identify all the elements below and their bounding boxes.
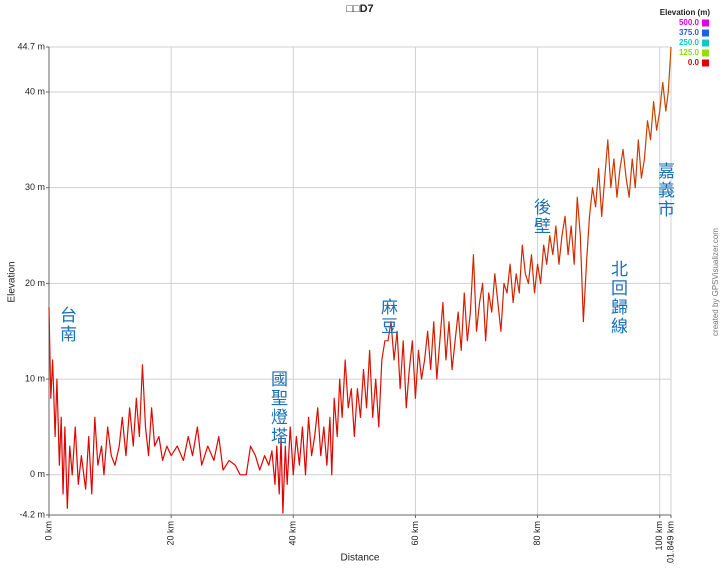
x-axis-label: Distance bbox=[341, 553, 380, 564]
x-tick-label: 20 km bbox=[166, 521, 176, 546]
legend-label: 125.0 bbox=[679, 48, 700, 57]
y-tick-label: 44.7 m bbox=[17, 41, 45, 51]
legend-label: 500.0 bbox=[679, 18, 700, 27]
legend-swatch bbox=[702, 19, 709, 27]
x-tick-label: 0 km bbox=[43, 521, 53, 541]
x-tick-label: 60 km bbox=[410, 521, 420, 546]
elevation-line bbox=[48, 46, 672, 514]
place-label: 麻豆 bbox=[377, 298, 398, 336]
x-tick-label: 40 km bbox=[288, 521, 298, 546]
place-label: 後壁 bbox=[530, 198, 551, 236]
legend-label: 250.0 bbox=[679, 38, 700, 47]
y-axis-label: Elevation bbox=[7, 261, 18, 302]
place-label: 嘉義市 bbox=[654, 162, 675, 219]
y-tick-label: 40 m bbox=[25, 86, 45, 96]
place-label: 北回歸線 bbox=[607, 260, 628, 336]
y-tick-label: 10 m bbox=[25, 373, 45, 383]
legend-label: 375.0 bbox=[679, 28, 700, 37]
legend-label: 0.0 bbox=[688, 58, 700, 67]
credit: created by GPSVisualizer.com bbox=[711, 228, 720, 336]
x-tick-label: 80 km bbox=[532, 521, 542, 546]
x-tick-label: 100 km bbox=[654, 521, 664, 551]
y-tick-label: -4.2 m bbox=[19, 509, 45, 519]
y-tick-label: 20 m bbox=[25, 278, 45, 288]
legend-title: Elevation (m) bbox=[660, 8, 711, 17]
y-tick-label: 0 m bbox=[30, 469, 45, 479]
x-tick-label: 101.849 km bbox=[665, 521, 675, 564]
legend-swatch bbox=[702, 59, 709, 67]
legend-swatch bbox=[702, 49, 709, 57]
place-label: 台南 bbox=[56, 306, 76, 344]
chart-title: □□D7 bbox=[346, 3, 373, 15]
legend-swatch bbox=[702, 39, 709, 47]
y-tick-label: 30 m bbox=[25, 182, 45, 192]
legend-swatch bbox=[702, 29, 709, 37]
place-label: 國聖燈塔 bbox=[267, 370, 288, 446]
